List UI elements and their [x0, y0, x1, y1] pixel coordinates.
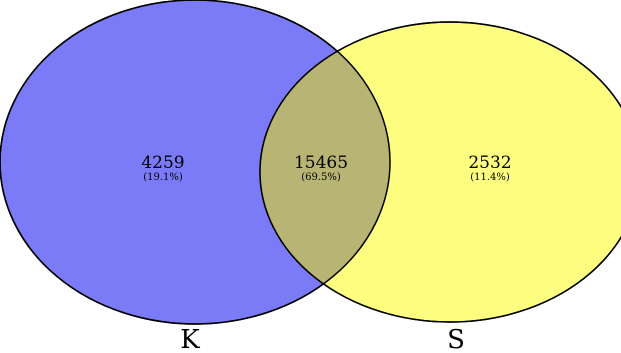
set-k-outline — [0, 0, 391, 325]
set-s-label: S — [447, 325, 465, 353]
set-k-percent: (19.1%) — [143, 172, 183, 183]
overlap-count: 15465 — [294, 153, 348, 173]
overlap-region — [260, 22, 390, 322]
overlap-percent: (69.5%) — [301, 172, 341, 183]
set-k-count: 4259 — [141, 153, 184, 173]
set-s-percent: (11.4%) — [470, 172, 510, 183]
set-s-count: 2532 — [468, 153, 511, 173]
set-s-outline — [259, 21, 621, 323]
set-k-label: K — [180, 325, 200, 353]
